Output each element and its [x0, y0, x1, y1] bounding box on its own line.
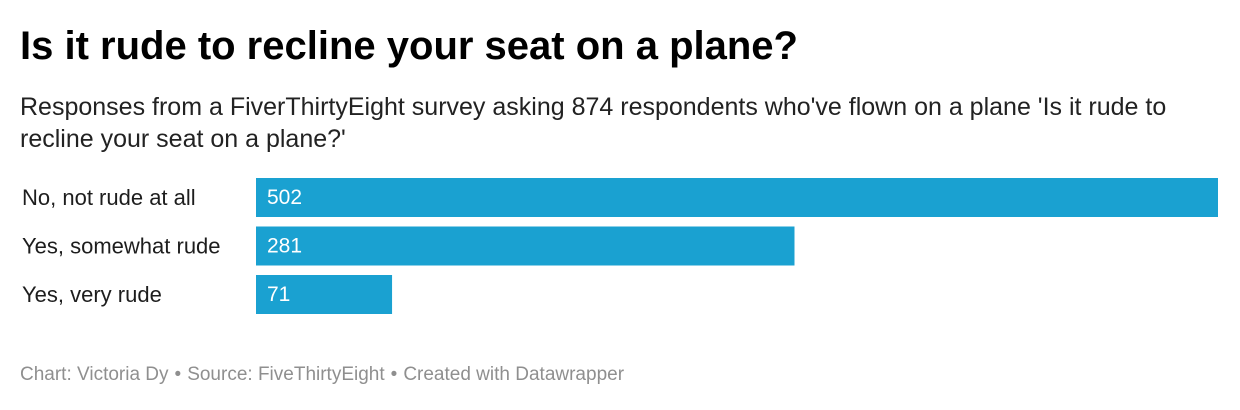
value-label-yes-somewhat-rude: 281 — [267, 235, 302, 258]
chart-title: Is it rude to recline your seat on a pla… — [20, 24, 798, 68]
category-label-yes-somewhat-rude: Yes, somewhat rude — [22, 234, 221, 259]
footer-separator: • — [174, 364, 182, 385]
chart-footer: Chart: Victoria Dy • Source: FiveThirtyEig… — [20, 364, 624, 386]
bar-no-not-rude-at-all[interactable] — [256, 178, 1218, 217]
value-label-yes-very-rude: 71 — [267, 283, 290, 306]
datawrapper-link[interactable]: Created with Datawrapper — [403, 364, 625, 385]
bar-yes-somewhat-rude[interactable] — [256, 226, 795, 266]
chart-credit: Chart: Victoria Dy — [20, 364, 169, 385]
category-label-no-not-rude-at-all: No, not rude at all — [22, 185, 196, 210]
source-link[interactable]: Source: FiveThirtyEight — [187, 364, 385, 385]
footer-separator: • — [390, 364, 398, 385]
bar-yes-very-rude[interactable] — [256, 275, 393, 314]
value-label-no-not-rude-at-all: 502 — [267, 186, 302, 209]
chart-subtitle: Responses from a FiverThirtyEight survey… — [20, 93, 1167, 153]
category-label-yes-very-rude: Yes, very rude — [22, 282, 162, 307]
